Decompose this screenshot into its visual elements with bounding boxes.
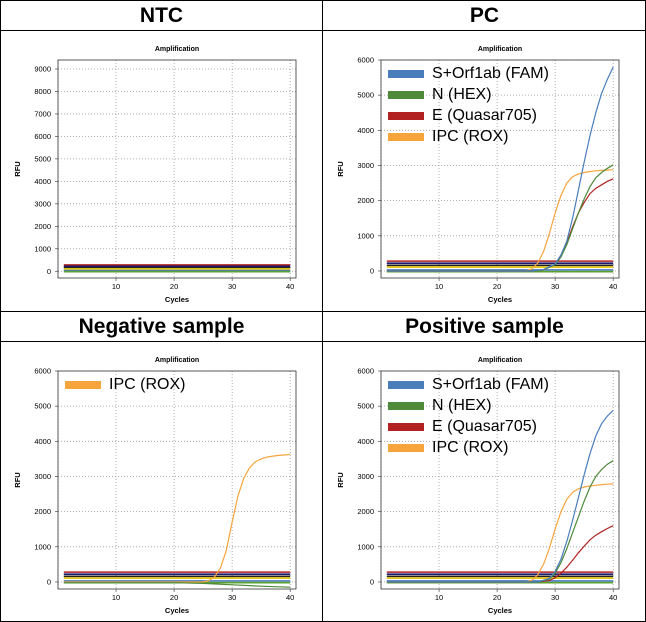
x-axis-label: Cycles xyxy=(488,606,512,615)
x-tick-label: 30 xyxy=(551,593,559,602)
legend-swatch xyxy=(388,444,424,452)
y-tick-label: 3000 xyxy=(357,472,374,481)
chart-negative-sample: Amplification 0 1000 2000 3000 4000 5000 6000 10… xyxy=(13,357,297,615)
y-tick-label: 1000 xyxy=(34,244,51,253)
x-tick-label: 40 xyxy=(286,282,294,291)
x-tick-label: 30 xyxy=(228,282,236,291)
y-tick-label: 2000 xyxy=(34,222,51,231)
legend-label: IPC (ROX) xyxy=(432,128,508,145)
panel-ntc: NTC Amplification 0 1000 2000 3000 4000 5000 60… xyxy=(0,0,323,311)
chart-title: Amplification xyxy=(155,357,199,364)
amplification-curve xyxy=(63,453,291,583)
legend-swatch xyxy=(388,402,424,410)
legend-swatch xyxy=(65,381,101,389)
legend-swatch xyxy=(388,381,424,389)
x-tick-label: 20 xyxy=(493,282,501,291)
y-tick-label: 5000 xyxy=(34,154,51,163)
y-tick-label: 6000 xyxy=(357,367,374,376)
y-tick-label: 5000 xyxy=(357,402,374,411)
y-tick-label: 0 xyxy=(47,577,51,586)
plot-frame xyxy=(57,370,297,590)
y-tick-label: 4000 xyxy=(34,177,51,186)
y-tick-label: 6000 xyxy=(357,56,374,65)
y-tick-label: 6000 xyxy=(34,367,51,376)
legend-label: N (HEX) xyxy=(432,86,492,103)
y-tick-label: 6000 xyxy=(34,132,51,141)
y-axis-label: RFU xyxy=(13,161,22,176)
legend-swatch xyxy=(388,70,424,78)
y-tick-label: 3000 xyxy=(34,472,51,481)
legend-swatch xyxy=(388,112,424,120)
y-tick-label: 7000 xyxy=(34,109,51,118)
y-axis-label: RFU xyxy=(336,472,345,487)
y-tick-label: 1000 xyxy=(357,231,374,240)
legend-label: S+Orf1ab (FAM) xyxy=(432,376,549,393)
y-tick-label: 5000 xyxy=(34,402,51,411)
x-tick-label: 10 xyxy=(112,593,120,602)
legend-swatch xyxy=(388,91,424,99)
y-tick-label: 5000 xyxy=(357,91,374,100)
legend-label: E (Quasar705) xyxy=(432,418,537,435)
x-tick-label: 10 xyxy=(435,593,443,602)
x-tick-label: 20 xyxy=(170,282,178,291)
amplification-curve xyxy=(386,460,614,583)
y-tick-label: 1000 xyxy=(34,542,51,551)
chart-ntc: Amplification 0 1000 2000 3000 4000 5000 6000 70… xyxy=(13,46,297,304)
x-tick-label: 10 xyxy=(435,282,443,291)
chart-title: Amplification xyxy=(155,46,199,53)
chart-title: Amplification xyxy=(478,46,522,53)
amplification-curve xyxy=(386,483,614,583)
x-tick-label: 20 xyxy=(170,593,178,602)
x-axis-label: Cycles xyxy=(165,295,189,304)
amplification-curve xyxy=(386,409,614,583)
y-axis-label: RFU xyxy=(13,472,22,487)
x-axis-label: Cycles xyxy=(165,606,189,615)
y-axis-label: RFU xyxy=(336,161,345,176)
legend-swatch xyxy=(388,133,424,141)
panel-positive-sample: Positive sample Amplification 0 1000 2000 30… xyxy=(323,311,646,622)
x-tick-label: 40 xyxy=(286,593,294,602)
legend-label: N (HEX) xyxy=(432,397,492,414)
chart-positive-sample: Amplification 0 1000 2000 3000 4000 5000 6000 10… xyxy=(336,357,620,615)
y-tick-label: 4000 xyxy=(357,437,374,446)
x-tick-label: 40 xyxy=(609,593,617,602)
y-tick-label: 0 xyxy=(47,267,51,276)
legend-label: IPC (ROX) xyxy=(109,376,185,393)
x-tick-label: 30 xyxy=(228,593,236,602)
y-tick-label: 2000 xyxy=(357,196,374,205)
panel-title-negative-sample: Negative sample xyxy=(78,315,245,338)
y-tick-label: 2000 xyxy=(34,507,51,516)
amplification-curve xyxy=(386,178,614,272)
y-tick-label: 4000 xyxy=(357,126,374,135)
x-tick-label: 10 xyxy=(112,282,120,291)
y-tick-label: 3000 xyxy=(34,199,51,208)
y-tick-label: 0 xyxy=(370,266,374,275)
panel-negative-sample: Negative sample Amplification 0 1000 2000 30… xyxy=(0,311,323,622)
x-axis-label: Cycles xyxy=(488,295,512,304)
legend-label: E (Quasar705) xyxy=(432,107,537,124)
y-tick-label: 0 xyxy=(370,577,374,586)
legend-label: IPC (ROX) xyxy=(432,439,508,456)
amplification-curve xyxy=(386,164,614,272)
panel-title-pc: PC xyxy=(469,4,500,27)
y-tick-label: 2000 xyxy=(357,507,374,516)
x-tick-label: 20 xyxy=(493,593,501,602)
y-tick-label: 3000 xyxy=(357,161,374,170)
y-tick-label: 1000 xyxy=(357,542,374,551)
chart-title: Amplification xyxy=(478,357,522,364)
x-tick-label: 30 xyxy=(551,282,559,291)
x-tick-label: 40 xyxy=(609,282,617,291)
y-tick-label: 4000 xyxy=(34,437,51,446)
legend-swatch xyxy=(388,423,424,431)
panel-title-ntc: NTC xyxy=(139,4,184,27)
y-tick-label: 9000 xyxy=(34,64,51,73)
panel-title-positive-sample: Positive sample xyxy=(405,315,564,338)
y-tick-label: 8000 xyxy=(34,87,51,96)
panel-pc: PC Amplification 0 1000 2000 3000 4000 5000 600… xyxy=(323,0,646,311)
plot-frame xyxy=(57,59,297,279)
legend-label: S+Orf1ab (FAM) xyxy=(432,65,549,82)
chart-pc: Amplification 0 1000 2000 3000 4000 5000 6000 10… xyxy=(336,46,620,304)
